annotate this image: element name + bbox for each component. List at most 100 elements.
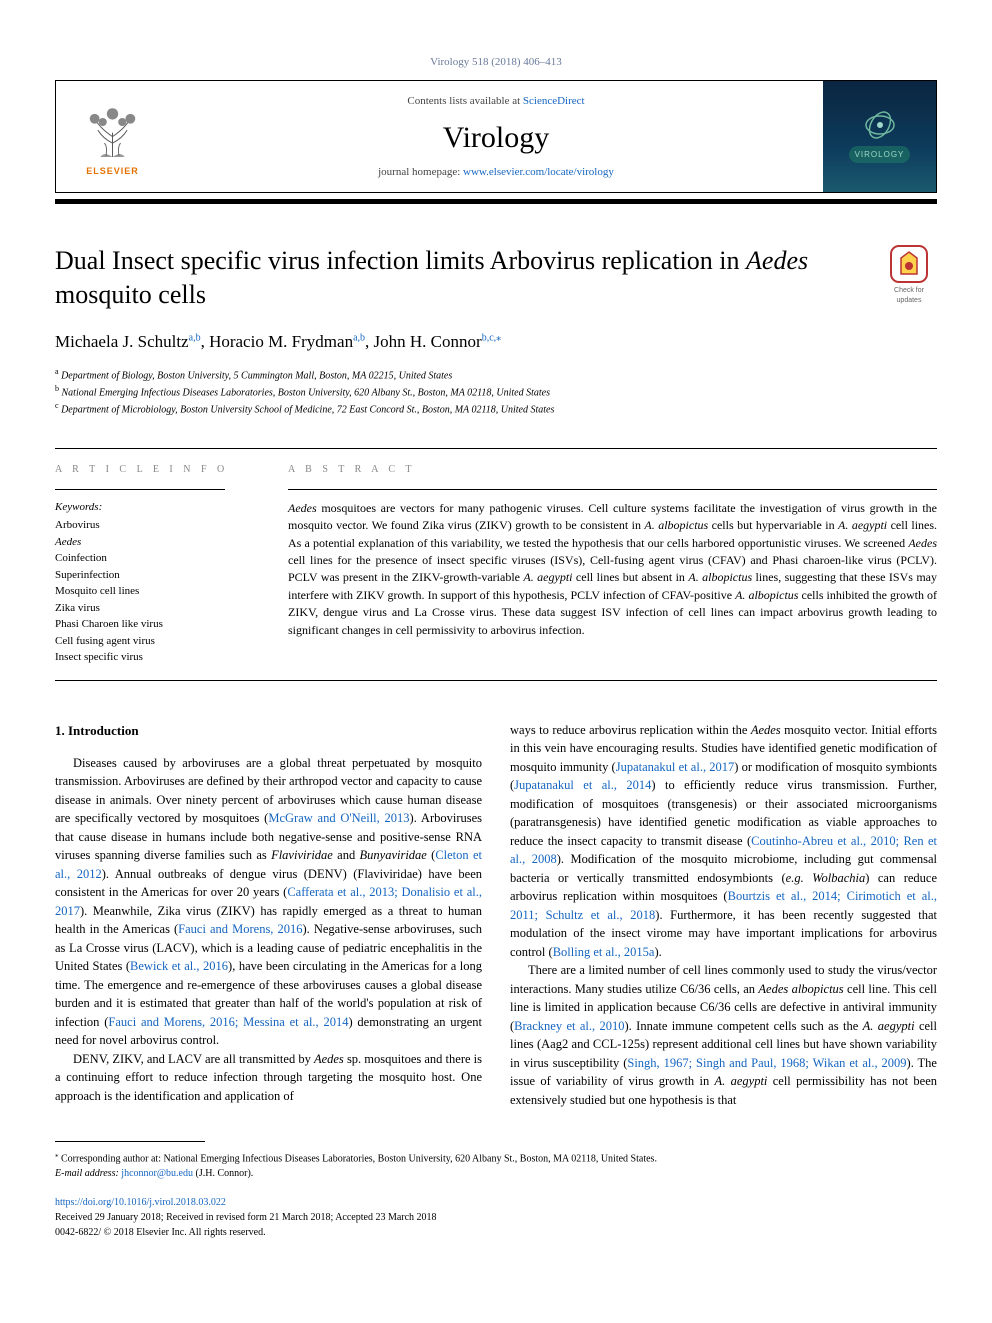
intro-p3: ways to reduce arbovirus replication wit… bbox=[510, 721, 937, 962]
affiliation: b National Emerging Infectious Diseases … bbox=[55, 383, 937, 400]
italic-text: Bunyaviridae bbox=[360, 848, 427, 862]
check-updates-icon bbox=[889, 244, 929, 284]
info-abstract-row: A R T I C L E I N F O Keywords: Arboviru… bbox=[55, 448, 937, 681]
body-columns: 1. Introduction Diseases caused by arbov… bbox=[55, 721, 937, 1110]
contents-available-line: Contents lists available at ScienceDirec… bbox=[407, 94, 584, 109]
title-prefix: Dual Insect specific virus infection lim… bbox=[55, 246, 746, 275]
citation-link[interactable]: Bolling et al., 2015a bbox=[553, 945, 655, 959]
header-divider-bar bbox=[55, 199, 937, 204]
doi-link[interactable]: https://doi.org/10.1016/j.virol.2018.03.… bbox=[55, 1197, 226, 1208]
italic-text: Aedes bbox=[751, 723, 781, 737]
top-citation: Virology 518 (2018) 406–413 bbox=[55, 55, 937, 70]
footnotes: ⁎ Corresponding author at: National Emer… bbox=[55, 1150, 937, 1181]
keywords-label: Keywords: bbox=[55, 500, 252, 515]
corresponding-author-note: ⁎ Corresponding author at: National Emer… bbox=[55, 1150, 937, 1166]
journal-header: ELSEVIER Contents lists available at Sci… bbox=[55, 80, 937, 193]
citation-link[interactable]: Jupatanakul et al., 2014 bbox=[514, 778, 651, 792]
keywords-list: ArbovirusAedesCoinfectionSuperinfectionM… bbox=[55, 517, 252, 666]
publisher-logo-block: ELSEVIER bbox=[56, 81, 169, 192]
affiliation: a Department of Biology, Boston Universi… bbox=[55, 366, 937, 383]
citation-link[interactable]: Coutinho-Abreu et al., 2010; Ren et al.,… bbox=[510, 834, 937, 867]
intro-p1: Diseases caused by arboviruses are a glo… bbox=[55, 754, 482, 1050]
asterisk-icon: ⁎ bbox=[55, 1151, 59, 1159]
citation-link[interactable]: Brackney et al., 2010 bbox=[514, 1019, 624, 1033]
copyright-line: 0042-6822/ © 2018 Elsevier Inc. All righ… bbox=[55, 1225, 937, 1240]
italic-text: e.g. Wolbachia bbox=[786, 871, 866, 885]
italic-text: A. albopictus bbox=[735, 588, 798, 602]
author: Horacio M. Frydman bbox=[209, 332, 353, 351]
email-line: E-mail address: jhconnor@bu.edu (J.H. Co… bbox=[55, 1166, 937, 1181]
citation-link[interactable]: Fauci and Morens, 2016 bbox=[178, 922, 302, 936]
title-italic: Aedes bbox=[746, 246, 808, 275]
author: Michaela J. Schultz bbox=[55, 332, 189, 351]
italic-text: A. aegypti bbox=[523, 570, 572, 584]
info-divider bbox=[55, 489, 225, 490]
author-affil-sup[interactable]: a,b bbox=[189, 332, 201, 343]
italic-text: A. aegypti bbox=[863, 1019, 915, 1033]
intro-heading: 1. Introduction bbox=[55, 721, 482, 740]
email-link[interactable]: jhconnor@bu.edu bbox=[121, 1168, 193, 1179]
homepage-line: journal homepage: www.elsevier.com/locat… bbox=[378, 165, 614, 180]
author: John H. Connor bbox=[374, 332, 482, 351]
citation-link[interactable]: Singh, 1967; Singh and Paul, 1968; Wikan… bbox=[627, 1056, 906, 1070]
citation-link[interactable]: Fauci and Morens, 2016; Messina et al., … bbox=[108, 1015, 348, 1029]
doi-block: https://doi.org/10.1016/j.virol.2018.03.… bbox=[55, 1195, 937, 1240]
article-info-header: A R T I C L E I N F O bbox=[55, 463, 252, 489]
keyword: Phasi Charoen like virus bbox=[55, 616, 252, 633]
citation-link[interactable]: McGraw and O'Neill, 2013 bbox=[268, 811, 409, 825]
italic-text: Aedes bbox=[908, 536, 937, 550]
header-center: Contents lists available at ScienceDirec… bbox=[169, 81, 823, 192]
article-title: Dual Insect specific virus infection lim… bbox=[55, 244, 881, 312]
italic-text: A. albopictus bbox=[688, 570, 752, 584]
left-column: 1. Introduction Diseases caused by arbov… bbox=[55, 721, 482, 1110]
italic-text: Aedes bbox=[314, 1052, 344, 1066]
intro-p4: There are a limited number of cell lines… bbox=[510, 961, 937, 1109]
italic-text: Flaviviridae bbox=[271, 848, 333, 862]
abstract-text: Aedes mosquitoes are vectors for many pa… bbox=[288, 500, 937, 639]
publisher-label: ELSEVIER bbox=[86, 165, 139, 178]
footnote-separator bbox=[55, 1141, 205, 1142]
authors-line: Michaela J. Schultza,b, Horacio M. Frydm… bbox=[55, 330, 937, 354]
author-affil-sup[interactable]: b,c,⁎ bbox=[482, 332, 501, 343]
italic-text: A. albopictus bbox=[644, 518, 708, 532]
intro-p2: DENV, ZIKV, and LACV are all transmitted… bbox=[55, 1050, 482, 1106]
citation-link[interactable]: Cafferata et al., 2013; Donalisio et al.… bbox=[55, 885, 482, 918]
keyword: Insect specific virus bbox=[55, 649, 252, 666]
abstract-divider bbox=[288, 489, 937, 490]
homepage-prefix: journal homepage: bbox=[378, 166, 463, 178]
keyword: Superinfection bbox=[55, 567, 252, 584]
italic-text: Aedes albopictus bbox=[758, 982, 843, 996]
affiliations-block: a Department of Biology, Boston Universi… bbox=[55, 366, 937, 418]
citation-link[interactable]: Bourtzis et al., 2014; Cirimotich et al.… bbox=[510, 889, 937, 922]
citation-link[interactable]: Jupatanakul et al., 2017 bbox=[616, 760, 735, 774]
author-affil-sup[interactable]: a,b bbox=[353, 332, 365, 343]
journal-name: Virology bbox=[443, 117, 550, 159]
email-label: E-mail address: bbox=[55, 1168, 119, 1179]
abstract-header: A B S T R A C T bbox=[288, 463, 937, 489]
received-line: Received 29 January 2018; Received in re… bbox=[55, 1210, 937, 1225]
italic-text: Aedes bbox=[288, 501, 317, 515]
elsevier-tree-icon bbox=[70, 96, 155, 161]
title-suffix: mosquito cells bbox=[55, 280, 206, 309]
homepage-link[interactable]: www.elsevier.com/locate/virology bbox=[463, 166, 614, 178]
check-updates-badge[interactable]: Check for updates bbox=[881, 244, 937, 306]
sciencedirect-link[interactable]: ScienceDirect bbox=[523, 95, 585, 107]
italic-text: A. aegypti bbox=[715, 1074, 768, 1088]
journal-cover-thumb: VIROLOGY bbox=[823, 81, 936, 192]
right-column: ways to reduce arbovirus replication wit… bbox=[510, 721, 937, 1110]
journal-thumb-label: VIROLOGY bbox=[849, 146, 911, 163]
virology-cover-icon bbox=[860, 110, 900, 140]
keyword: Zika virus bbox=[55, 600, 252, 617]
top-citation-link[interactable]: Virology 518 (2018) 406–413 bbox=[430, 56, 562, 68]
keyword: Aedes bbox=[55, 534, 252, 551]
corresponding-text: Corresponding author at: National Emergi… bbox=[61, 1153, 657, 1164]
check-updates-label: Check for updates bbox=[894, 287, 924, 304]
citation-link[interactable]: Bewick et al., 2016 bbox=[130, 959, 228, 973]
italic-text: A. aegypti bbox=[838, 518, 887, 532]
affiliation: c Department of Microbiology, Boston Uni… bbox=[55, 400, 937, 417]
abstract-col: A B S T R A C T Aedes mosquitoes are vec… bbox=[270, 449, 937, 680]
article-info-col: A R T I C L E I N F O Keywords: Arboviru… bbox=[55, 449, 270, 680]
keyword: Mosquito cell lines bbox=[55, 583, 252, 600]
email-person: (J.H. Connor). bbox=[196, 1168, 254, 1179]
keyword: Cell fusing agent virus bbox=[55, 633, 252, 650]
